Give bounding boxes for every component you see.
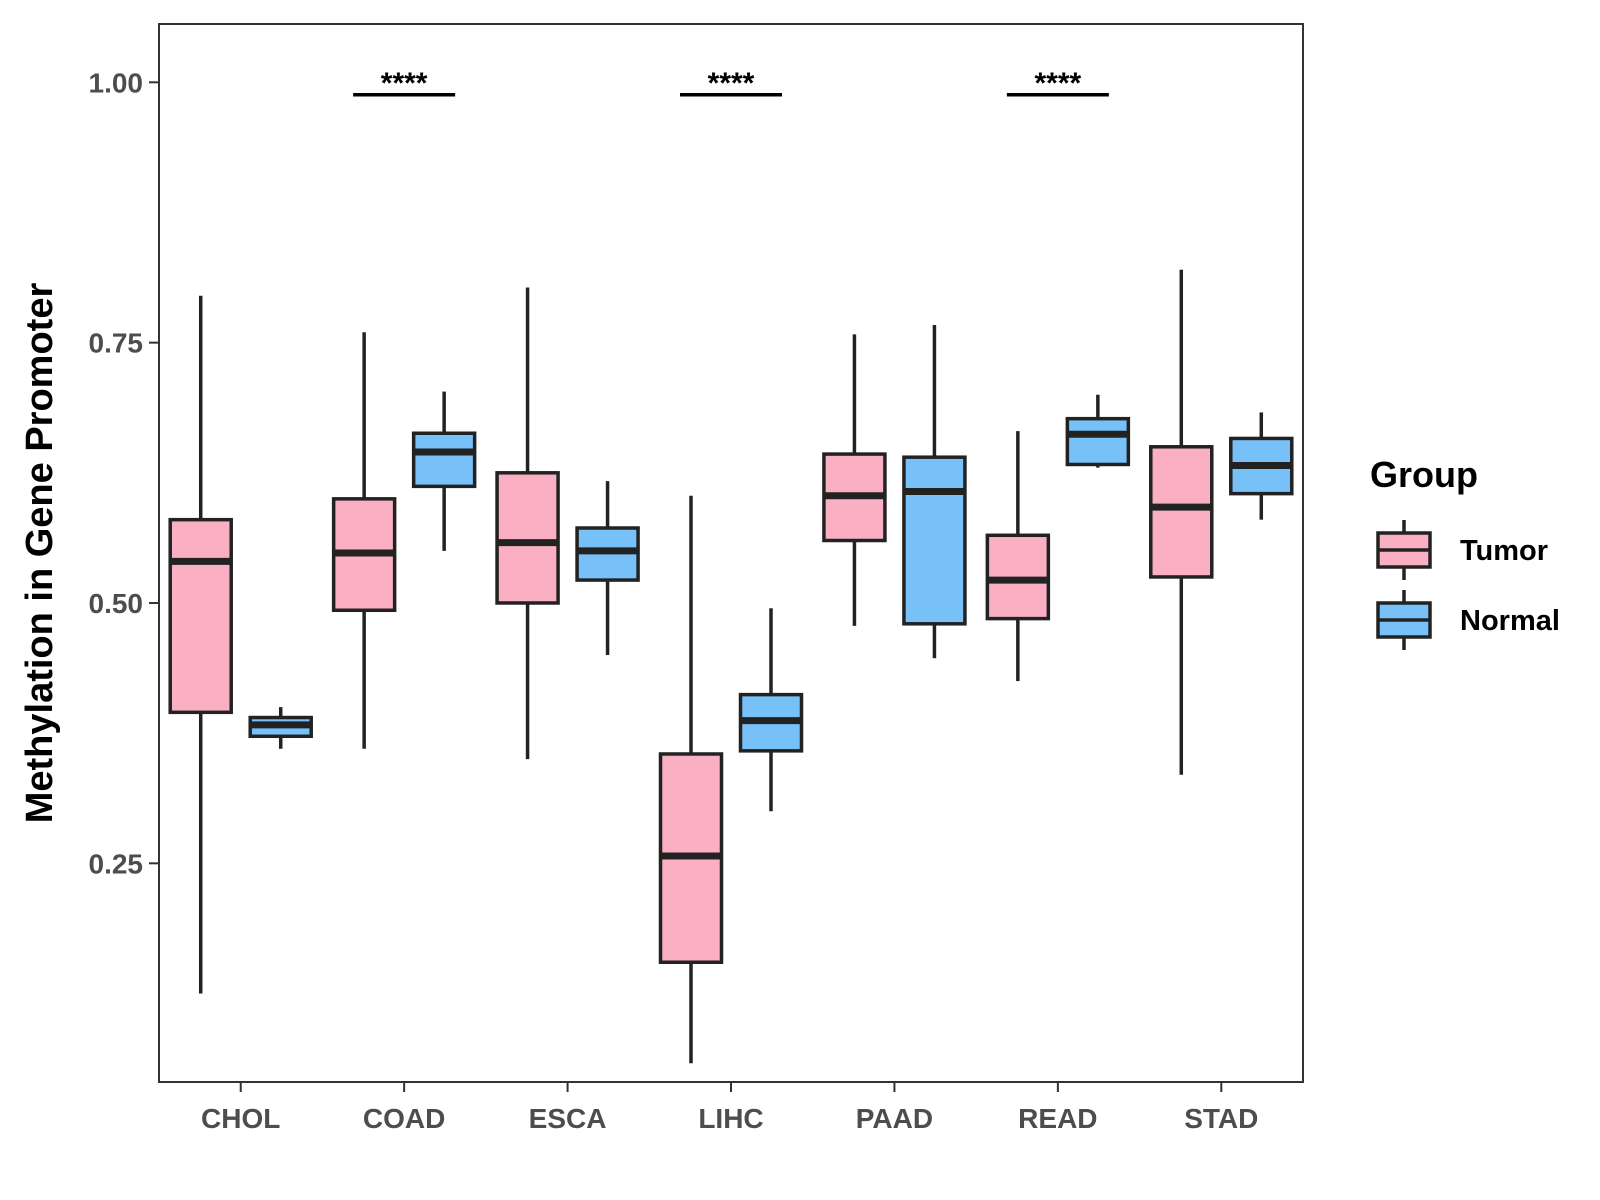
x-tick-label-read: READ bbox=[1018, 1103, 1097, 1134]
box-normal-read bbox=[1065, 394, 1131, 468]
box-tumor-read bbox=[985, 431, 1051, 682]
plot-panel bbox=[158, 23, 1304, 1083]
significance-label: **** bbox=[708, 67, 755, 100]
significance-label: **** bbox=[1035, 67, 1082, 100]
box-tumor-esca bbox=[495, 287, 560, 760]
x-tick-label-stad: STAD bbox=[1184, 1103, 1258, 1134]
box-tumor-stad bbox=[1149, 269, 1214, 775]
legend: Group Tumor Normal bbox=[1370, 454, 1560, 650]
y-tick-label: 1.00 bbox=[89, 67, 144, 98]
box-iqr bbox=[1065, 416, 1131, 467]
box-iqr bbox=[495, 471, 560, 605]
box-iqr bbox=[902, 455, 967, 626]
box-normal-paad bbox=[902, 324, 967, 659]
box-normal-esca bbox=[575, 481, 640, 656]
x-axis: CHOL COAD ESCA LIHC PAAD READ STAD bbox=[201, 1082, 1258, 1134]
y-axis-title: Methylation in Gene Promoter bbox=[19, 283, 61, 824]
box-iqr bbox=[168, 517, 233, 715]
boxes-layer bbox=[168, 269, 1294, 1064]
box-iqr bbox=[411, 431, 477, 489]
box-tumor-lihc bbox=[658, 495, 724, 1064]
box-iqr bbox=[1149, 445, 1214, 579]
box-normal-chol bbox=[248, 707, 313, 749]
box-normal-stad bbox=[1229, 412, 1294, 520]
y-tick-label: 0.50 bbox=[89, 588, 144, 619]
box-tumor-coad bbox=[331, 332, 397, 749]
legend-item-normal: Normal bbox=[1376, 590, 1560, 650]
y-axis: 0.25 0.50 0.75 1.00 bbox=[89, 67, 159, 879]
x-tick-label-lihc: LIHC bbox=[698, 1103, 763, 1134]
legend-item-tumor: Tumor bbox=[1376, 520, 1548, 580]
legend-label: Tumor bbox=[1460, 535, 1548, 567]
legend-label: Normal bbox=[1460, 605, 1560, 637]
x-tick-label-esca: ESCA bbox=[529, 1103, 607, 1134]
box-normal-lihc bbox=[738, 608, 804, 812]
y-tick-label: 0.75 bbox=[89, 328, 144, 359]
box-tumor-paad bbox=[822, 334, 887, 626]
x-tick-label-paad: PAAD bbox=[856, 1103, 933, 1134]
significance-annotations: **** **** **** bbox=[353, 67, 1109, 100]
box-normal-coad bbox=[411, 391, 477, 551]
x-tick-label-chol: CHOL bbox=[201, 1103, 280, 1134]
y-tick-label: 0.25 bbox=[89, 848, 144, 879]
x-tick-label-coad: COAD bbox=[363, 1103, 445, 1134]
legend-title: Group bbox=[1370, 454, 1478, 495]
box-tumor-chol bbox=[168, 295, 233, 994]
significance-label: **** bbox=[381, 67, 428, 100]
